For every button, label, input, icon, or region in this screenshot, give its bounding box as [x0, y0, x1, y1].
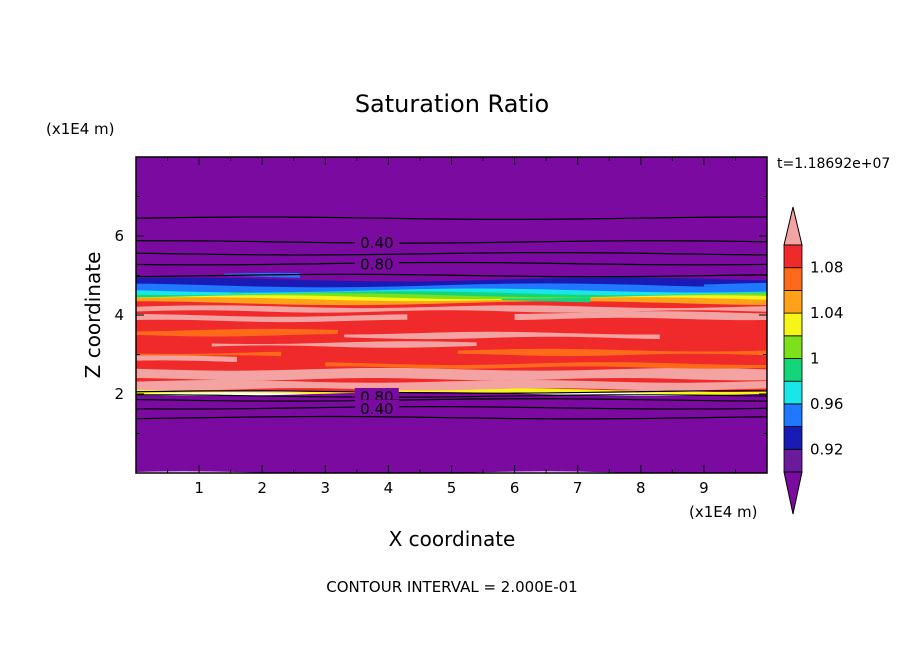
y-axis: 2 4 6 [114, 196, 767, 434]
heatmap-streak [344, 331, 660, 340]
contour-line [136, 415, 767, 420]
x-tick-label: 4 [384, 479, 394, 497]
x-axis: 1 2 3 4 5 6 7 8 9 [167, 157, 736, 497]
colorbar-swatch [783, 426, 803, 450]
contour-label: 0.40 [360, 234, 393, 252]
heatmap-streak [501, 297, 591, 303]
colorbar-swatch [783, 312, 803, 337]
heatmap-streak [136, 367, 767, 381]
heatmap-band [136, 388, 767, 396]
colorbar-swatch [783, 358, 803, 382]
y-unit-label: (x1E4 m) [46, 120, 115, 138]
contour-line [136, 240, 767, 244]
time-label: t=1.18692e+07 [777, 156, 890, 172]
colorbar-arrow-bottom [783, 471, 803, 515]
x-unit-label: (x1E4 m) [689, 503, 758, 521]
contour-label: 0.40 [360, 400, 393, 418]
x-tick-label: 5 [447, 479, 457, 497]
colorbar-swatch [783, 335, 803, 359]
x-tick-label: 2 [257, 479, 267, 497]
heatmap-streak [136, 328, 338, 337]
contour-line [136, 394, 767, 398]
x-tick-label: 6 [510, 479, 520, 497]
colorbar-swatch [783, 267, 803, 291]
heatmap-streak [703, 282, 767, 289]
x-axis-title: X coordinate [389, 527, 516, 551]
y-tick-label: 4 [114, 306, 124, 324]
contour-label-bg [354, 399, 399, 416]
colorbar-swatch [783, 289, 803, 314]
y-axis-title: Z coordinate [81, 252, 105, 379]
contour-label-bg [354, 233, 399, 250]
colorbar-swatch [783, 244, 803, 269]
heatmap-streak [230, 292, 269, 294]
contour-line [136, 273, 767, 278]
colorbar-label: 0.92 [810, 440, 843, 458]
y-tick-label: 2 [114, 385, 124, 403]
heatmap-streak [514, 311, 767, 321]
heatmap-streak [211, 341, 477, 348]
heatmap-streak [136, 314, 408, 323]
colorbar-arrow-top [783, 206, 803, 246]
contour-line [136, 398, 767, 402]
colorbar-swatch [783, 448, 803, 473]
heatmap-streak [136, 305, 767, 313]
contour-line [136, 216, 767, 221]
heatmap-streak [136, 355, 237, 362]
contour-line [136, 251, 767, 256]
x-tick-label: 7 [573, 479, 583, 497]
heatmap-band [136, 392, 767, 473]
x-tick-label: 9 [699, 479, 709, 497]
plot-area: 0.400.800.800.40 [136, 157, 767, 473]
colorbar-label: 1.04 [810, 304, 843, 322]
contour-label-bg [354, 255, 399, 272]
contour-line [136, 261, 767, 266]
contour-line [136, 406, 767, 410]
colorbar-label: 1 [810, 350, 820, 368]
heatmap-streak [457, 348, 767, 357]
colorbar-swatch [783, 380, 803, 405]
y-tick-label: 6 [114, 227, 124, 245]
contour-interval-footer: CONTOUR INTERVAL = 2.000E-01 [326, 578, 577, 596]
heatmap-streak [136, 379, 767, 391]
contour-line [136, 390, 767, 394]
heatmap-streak [325, 362, 767, 369]
contour-label: 0.80 [360, 256, 393, 274]
x-tick-label: 8 [636, 479, 646, 497]
x-tick-label: 1 [194, 479, 204, 497]
colorbar-label: 0.96 [810, 395, 843, 413]
chart-title: Saturation Ratio [355, 90, 549, 118]
x-tick-label: 3 [321, 479, 331, 497]
colorbar-label: 1.08 [810, 259, 843, 277]
colorbar: 0.92 0.96 1 1.04 1.08 [783, 206, 843, 515]
heatmap-band [136, 157, 767, 293]
colorbar-swatch [783, 403, 803, 427]
